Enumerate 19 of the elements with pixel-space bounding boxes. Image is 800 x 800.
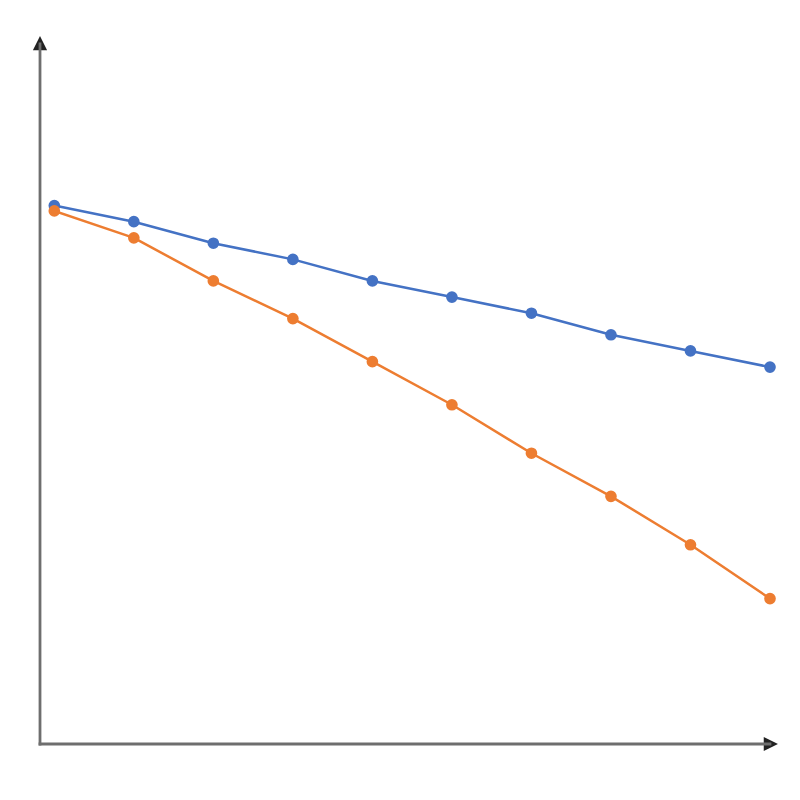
- point: [446, 291, 458, 303]
- point: [207, 275, 220, 287]
- point: [48, 205, 61, 217]
- point: [127, 215, 140, 228]
- point: [207, 237, 220, 250]
- point: [525, 447, 538, 460]
- point: [287, 312, 299, 325]
- point: [525, 307, 538, 320]
- point: [605, 490, 617, 503]
- point: [446, 398, 458, 411]
- point: [684, 538, 697, 551]
- point: [366, 355, 379, 368]
- point: [764, 592, 776, 605]
- point: [605, 328, 617, 341]
- point: [764, 361, 776, 373]
- point: [127, 232, 140, 244]
- point: [684, 345, 697, 357]
- point: [366, 275, 379, 287]
- point: [287, 253, 299, 266]
